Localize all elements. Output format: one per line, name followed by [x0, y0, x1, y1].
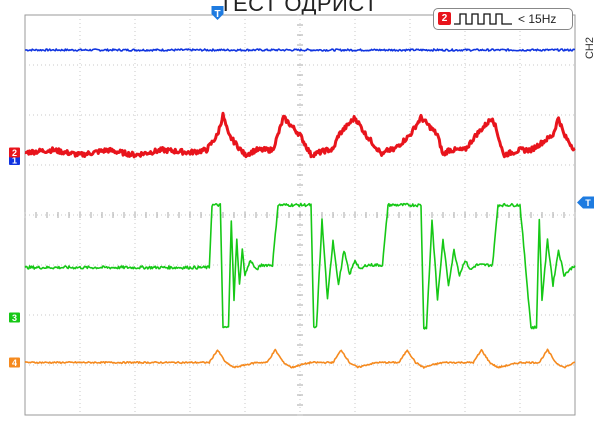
trigger-condition: < 15Hz — [518, 12, 557, 26]
channel-4-marker[interactable] — [9, 357, 20, 368]
channel-4-label: 4 — [12, 358, 17, 368]
trigger-position-label: T — [214, 9, 220, 20]
trigger-level-marker[interactable] — [577, 196, 594, 209]
trace-ch3 — [24, 202, 576, 330]
trigger-markers: TT — [211, 6, 594, 209]
channel-markers: 12 3 4 — [9, 147, 20, 368]
trigger-level-label: T — [585, 198, 591, 208]
channel-2-marker[interactable] — [9, 147, 20, 158]
trace-ch4 — [24, 348, 575, 369]
channel-1-label: 1 — [12, 156, 17, 166]
trigger-source-badge: 2 — [438, 12, 451, 25]
pulse-wave-icon — [454, 13, 512, 25]
trace-ch2 — [24, 111, 576, 159]
side-tab-ch2[interactable]: CH2 — [584, 36, 597, 60]
trigger-readout[interactable]: 2 < 15Hz — [433, 8, 573, 30]
trigger-position-marker[interactable] — [211, 6, 224, 20]
channel-2-label: 2 — [12, 148, 17, 158]
trace-ch1 — [25, 48, 575, 52]
channel-3-marker[interactable] — [9, 312, 20, 323]
channel-3-label: 3 — [12, 313, 17, 323]
traces — [24, 48, 576, 369]
